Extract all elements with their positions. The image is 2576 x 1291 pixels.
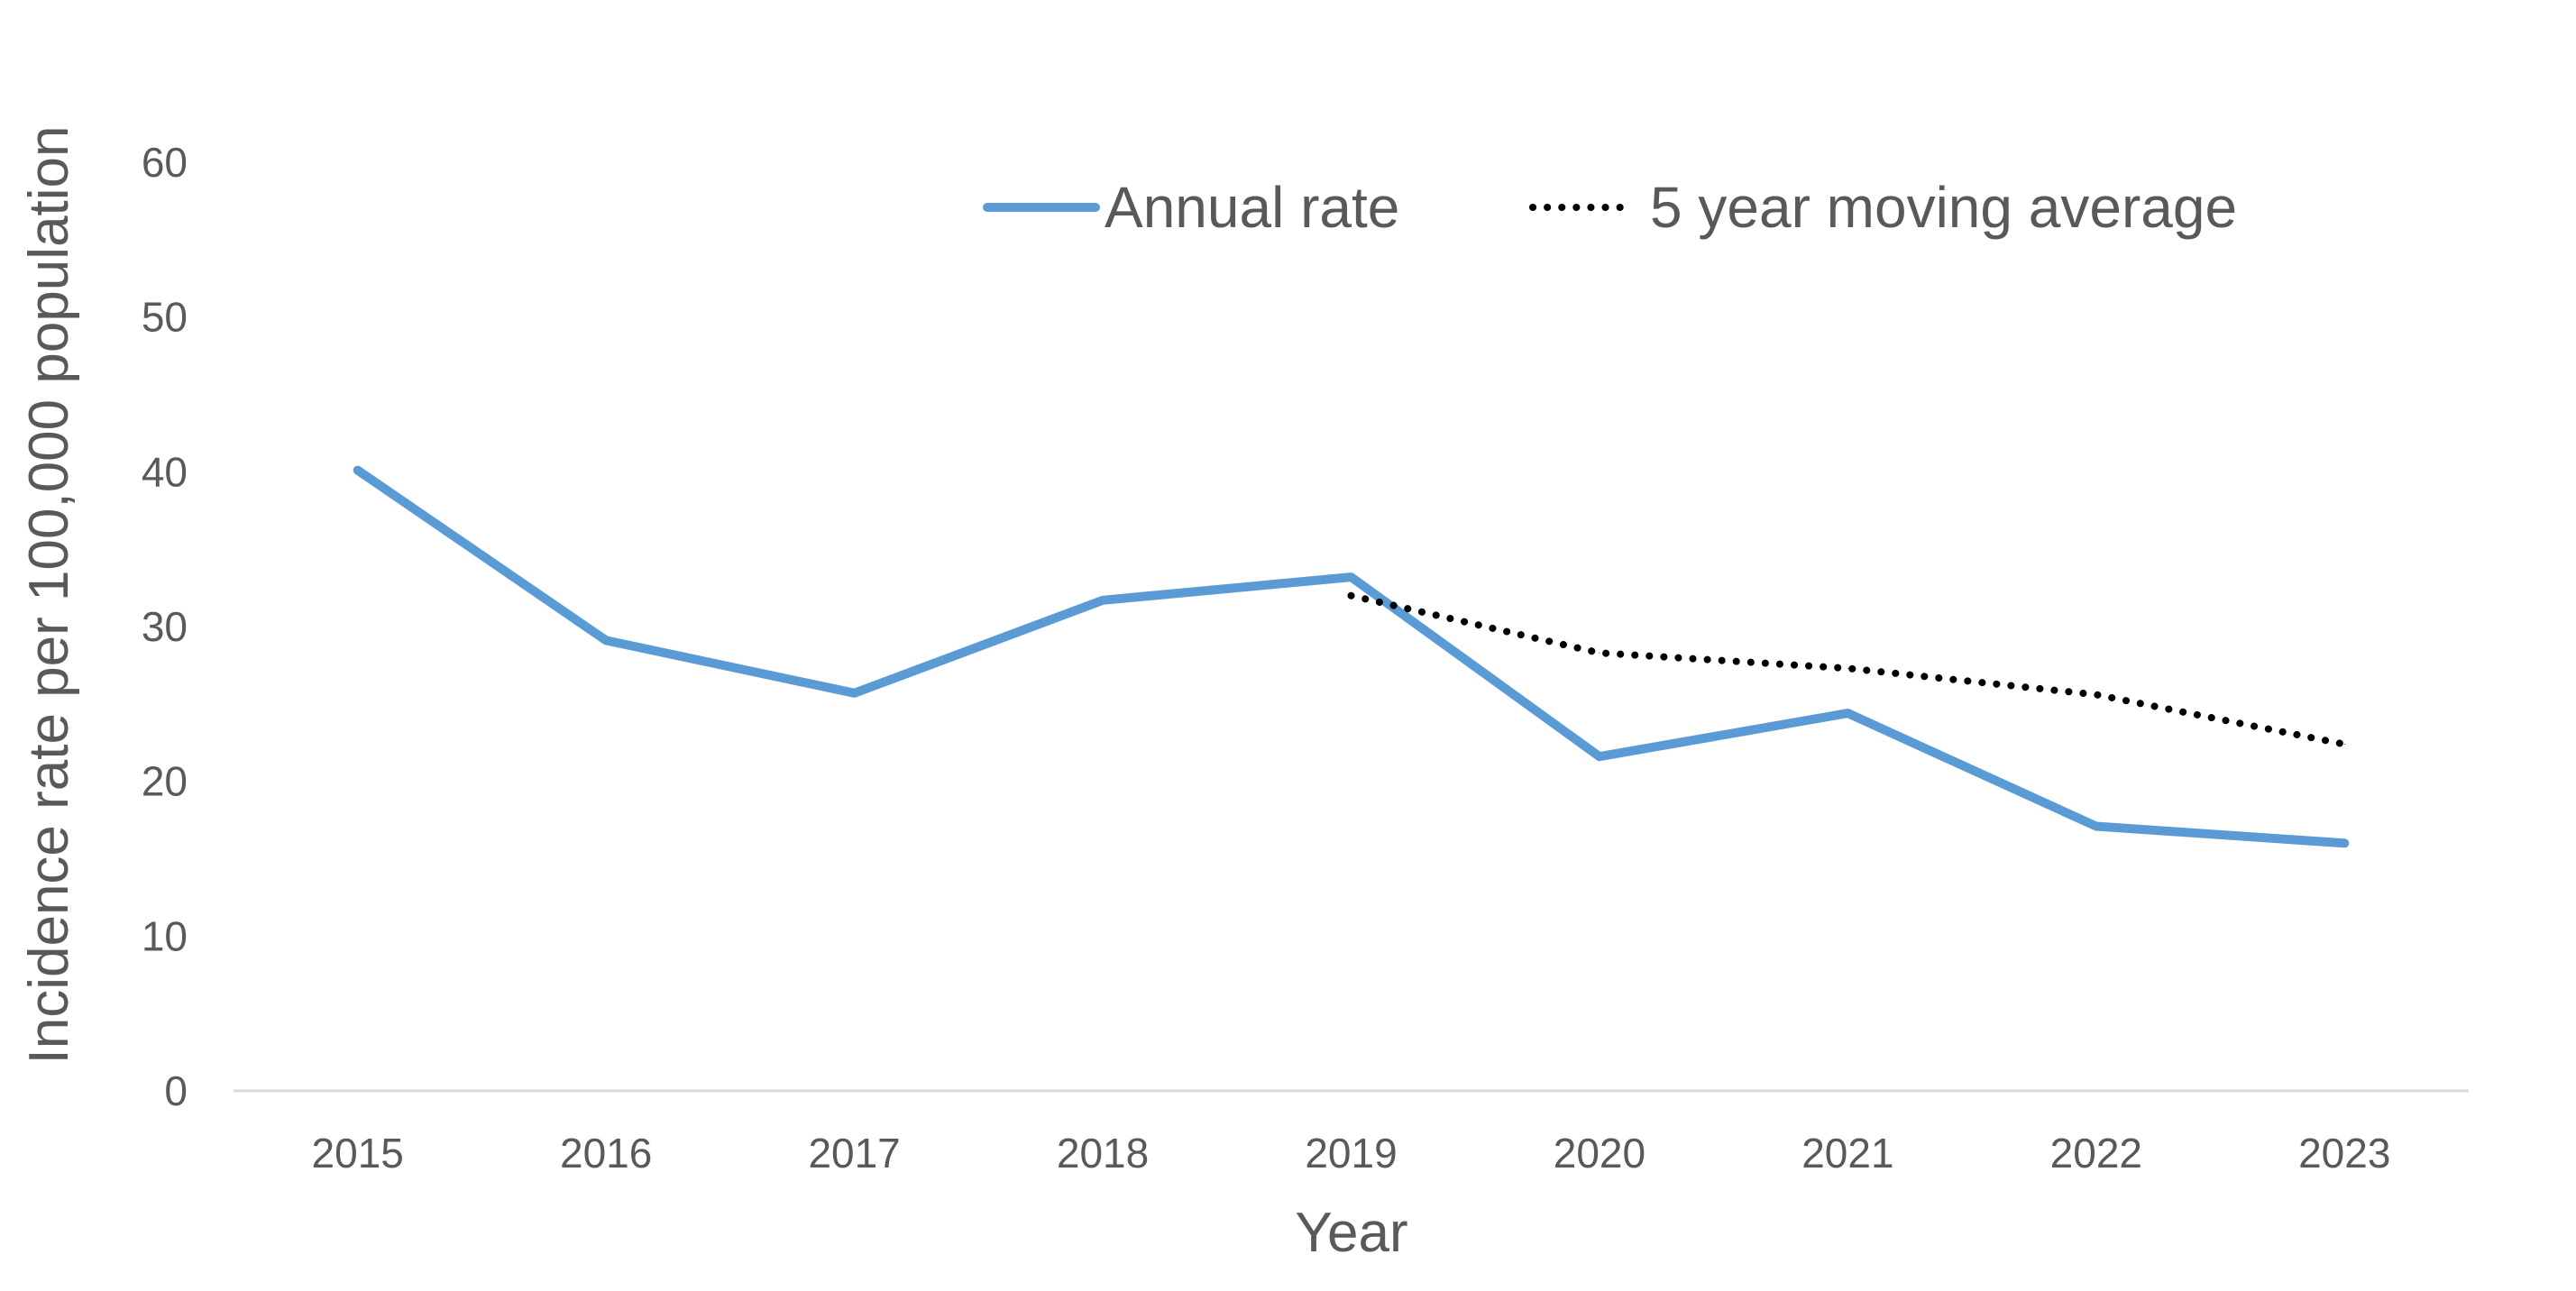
data-point: [2343, 842, 2345, 844]
x-tick-label: 2021: [1801, 1130, 1893, 1177]
x-tick-label: 2015: [312, 1130, 404, 1177]
y-tick-label: 20: [142, 758, 188, 805]
x-tick-label: 2018: [1057, 1130, 1149, 1177]
series-line-annual-rate: [353, 465, 2350, 848]
y-tick-label: 30: [142, 603, 188, 650]
legend-label-moving-average: 5 year moving average: [1650, 175, 2237, 240]
x-axis-title: Year: [1295, 1202, 1407, 1264]
x-tick-label: 2022: [2050, 1130, 2142, 1177]
y-axis-ticks: 0 10 20 30 40 50 60: [142, 139, 188, 1114]
y-axis-title: Incidence rate per 100,000 population: [18, 125, 80, 1064]
x-tick-label: 2020: [1554, 1130, 1646, 1177]
legend-label-annual-rate: Annual rate: [1105, 175, 1399, 240]
data-point: [1599, 652, 1600, 654]
x-tick-label: 2019: [1305, 1130, 1397, 1177]
y-tick-label: 10: [142, 912, 188, 959]
y-tick-label: 0: [164, 1067, 188, 1114]
x-tick-label: 2023: [2298, 1130, 2390, 1177]
x-tick-label: 2017: [808, 1130, 900, 1177]
data-point: [1847, 667, 1848, 669]
x-axis-ticks: 2015 2016 2017 2018 2019 2020 2021 2022 2023: [312, 1130, 2391, 1177]
legend: Annual rate 5 year moving average: [983, 175, 2237, 240]
y-tick-label: 50: [142, 294, 188, 341]
y-tick-label: 40: [142, 448, 188, 495]
data-point: [1599, 755, 1600, 757]
series-line-moving-average: [1347, 591, 2349, 748]
x-tick-label: 2016: [560, 1130, 652, 1177]
data-point: [2343, 744, 2345, 745]
y-tick-label: 60: [142, 139, 188, 186]
data-point: [2095, 694, 2097, 695]
data-point: [1351, 576, 1352, 578]
data-point: [605, 639, 607, 641]
data-point: [1847, 712, 1848, 714]
data-point: [1351, 595, 1352, 597]
data-point: [854, 692, 856, 694]
data-point: [2095, 826, 2097, 827]
series-layer: [353, 465, 2350, 848]
data-point: [357, 470, 359, 472]
